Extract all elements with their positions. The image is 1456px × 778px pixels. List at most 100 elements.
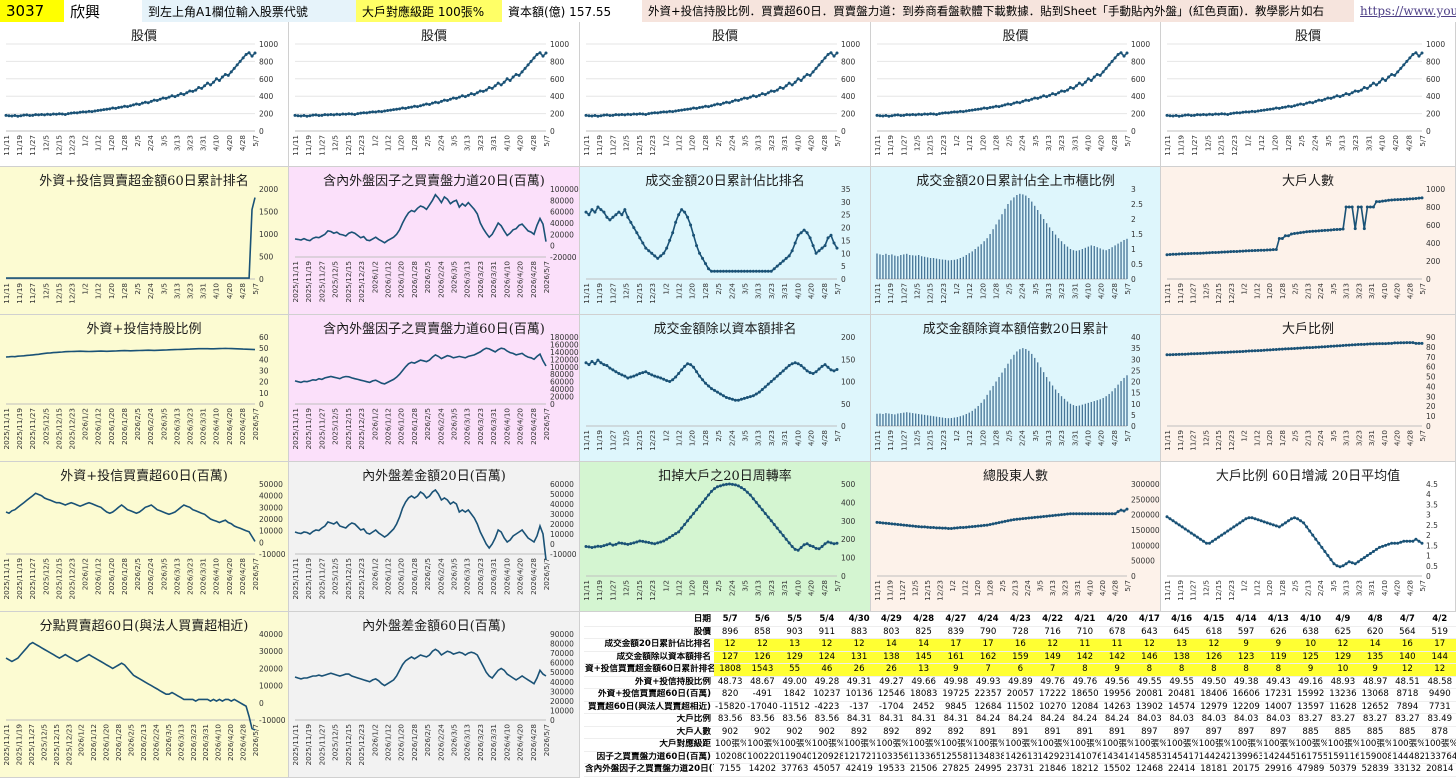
x-tick-label: 2025/12/5 [331, 558, 340, 595]
table-cell: 10237 [810, 688, 843, 702]
data-point [1411, 539, 1415, 543]
data-point [1036, 515, 1040, 519]
data-point [796, 233, 800, 237]
data-point [1417, 539, 1421, 543]
table-cell: 13597 [1294, 701, 1327, 714]
bar [995, 224, 997, 279]
table-cell: 9 [939, 663, 972, 677]
y-tick-label: 400 [1426, 239, 1441, 248]
x-tick-label: 11/19 [1176, 580, 1185, 601]
table-cell: 84.24 [1101, 713, 1134, 727]
data-point [620, 213, 624, 217]
data-point [305, 114, 309, 118]
table-cell: 12 [1197, 638, 1230, 652]
tutorial-link[interactable]: https://www.youtubc.c [1354, 0, 1456, 22]
table-cell: 618 [1197, 626, 1230, 639]
data-point [1338, 95, 1342, 99]
data-point [887, 522, 891, 526]
table-cell: 710 [1068, 626, 1101, 639]
table-cell: 83.27 [1359, 713, 1392, 727]
table-cell: 138 [875, 651, 908, 664]
data-point [1308, 229, 1312, 233]
bar [1054, 389, 1057, 426]
data-point [808, 544, 812, 548]
x-tick-label: 3/23 [476, 135, 485, 151]
table-cell: 52839 [1359, 763, 1392, 777]
x-tick-label: 2025/11/11 [2, 724, 11, 765]
x-tick-label: 3/23 [185, 283, 194, 299]
data-point [344, 112, 348, 116]
bar [1075, 250, 1078, 279]
x-tick-label: 4/10 [1086, 580, 1095, 597]
x-tick-label: 4/28 [238, 283, 247, 300]
data-point [790, 249, 794, 253]
data-point [938, 112, 941, 116]
bar [974, 249, 976, 279]
data-point [727, 101, 731, 105]
data-point [1198, 537, 1202, 541]
x-tick-label: 2025/12/15 [54, 408, 63, 449]
data-point [695, 244, 699, 248]
x-tick-label: 3/13 [172, 135, 181, 151]
data-point [817, 547, 821, 551]
x-tick-label: 4/20 [1098, 580, 1107, 597]
bar [1114, 245, 1116, 279]
data-point [935, 526, 939, 530]
data-point [1214, 112, 1218, 116]
data-point [1241, 110, 1245, 114]
data-point [884, 114, 888, 118]
y-tick-label: 50 [841, 400, 851, 409]
y-tick-label: 500 [259, 253, 274, 262]
data-point [1256, 349, 1260, 353]
bar [1016, 351, 1018, 426]
y-tick-label: 30000 [550, 687, 574, 696]
x-tick-label: 1/28 [120, 135, 129, 152]
data-point [1265, 348, 1269, 352]
data-point [505, 77, 509, 81]
data-point [659, 376, 663, 380]
data-point [143, 100, 147, 104]
table-cell: -11512 [778, 701, 811, 714]
x-tick-label: 2026/1/28 [114, 724, 123, 761]
x-tick-label: 4/20 [1393, 430, 1402, 447]
data-point [662, 251, 666, 255]
data-point [1051, 514, 1055, 518]
x-tick-label: 2026/3/23 [476, 558, 485, 595]
bar [1037, 210, 1039, 279]
data-point [1378, 200, 1381, 204]
data-point [638, 371, 642, 375]
x-tick-label: 2026/4/10 [502, 261, 511, 298]
data-point [353, 112, 357, 116]
data-point [1083, 512, 1087, 516]
data-point [1235, 111, 1239, 115]
x-tick-label: 11/27 [898, 580, 907, 601]
x-tick-label: 11/27 [1190, 135, 1199, 156]
data-point [1211, 113, 1215, 117]
table-row: 因子之買賣盤力道60日(百萬) 102080 100220 119040 120928 1… [584, 751, 1456, 764]
x-tick-label: 2026/3/31 [199, 558, 208, 595]
y-tick-label: 40000 [259, 492, 283, 501]
x-tick-label: 2025/12/5 [41, 558, 50, 595]
bar [1120, 381, 1122, 426]
table-cell: 20081 [1133, 688, 1166, 702]
data-point [826, 540, 830, 544]
y-tick-label: 10000 [550, 706, 574, 715]
bar [882, 413, 884, 426]
data-point [1286, 104, 1290, 108]
data-point [1329, 344, 1333, 348]
bar [1096, 247, 1098, 279]
bar [1072, 250, 1075, 279]
table-row: 含內外盤因子之買賣盤力道20日(百萬)715514202377634505742… [584, 763, 1456, 777]
data-point [707, 493, 711, 497]
stock-code-cell[interactable]: 3037 [0, 0, 64, 22]
table-cell: 49.93 [972, 676, 1005, 689]
data-point [605, 113, 609, 117]
data-point [395, 107, 399, 111]
x-tick-label: 11/11 [582, 283, 591, 304]
x-tick-label: 11/11 [582, 135, 591, 156]
data-point [611, 368, 615, 372]
x-tick-label: 2026/2/5 [423, 558, 432, 590]
chart-panel-turnover_rank: 成交金額20日累計佔比排名 0 5 10 15 20 25 30 35 11/11 11/19 11/… [580, 167, 871, 315]
bar [935, 416, 938, 426]
data-point [1381, 77, 1385, 81]
